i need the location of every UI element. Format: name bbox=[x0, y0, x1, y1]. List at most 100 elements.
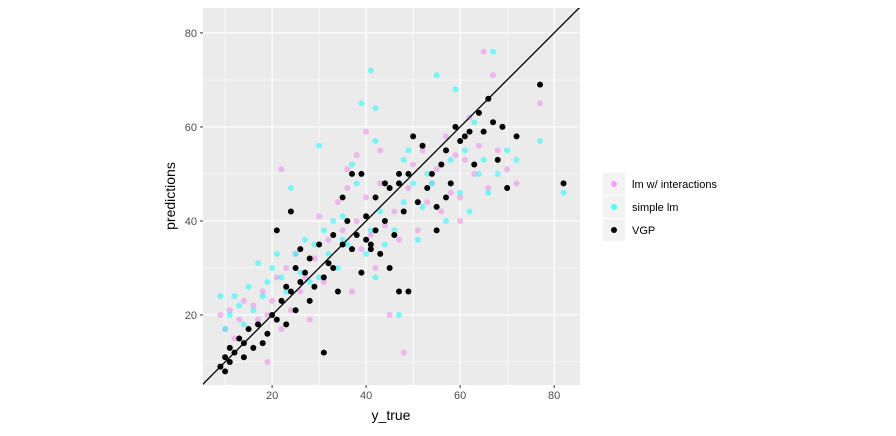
point-vgp bbox=[254, 321, 261, 328]
point-simple-lm bbox=[466, 208, 473, 215]
point-simple-lm bbox=[400, 199, 407, 206]
point-vgp bbox=[494, 156, 501, 163]
point-simple-lm bbox=[320, 227, 327, 234]
point-vgp bbox=[537, 81, 544, 88]
point-vgp bbox=[297, 279, 304, 286]
point-lm-w-interactions bbox=[457, 194, 464, 201]
point-lm-w-interactions bbox=[297, 288, 304, 295]
point-simple-lm bbox=[222, 326, 229, 333]
point-simple-lm bbox=[494, 170, 501, 177]
point-simple-lm bbox=[245, 283, 252, 290]
point-lm-w-interactions bbox=[226, 307, 233, 314]
point-lm-w-interactions bbox=[334, 199, 341, 206]
point-lm-w-interactions bbox=[259, 288, 266, 295]
point-simple-lm bbox=[325, 250, 332, 257]
point-vgp bbox=[226, 358, 233, 365]
point-lm-w-interactions bbox=[349, 288, 356, 295]
point-simple-lm bbox=[461, 147, 468, 154]
point-simple-lm bbox=[344, 241, 351, 248]
point-vgp bbox=[372, 227, 379, 234]
point-lm-w-interactions bbox=[311, 255, 318, 262]
point-vgp bbox=[424, 185, 431, 192]
point-lm-w-interactions bbox=[339, 227, 346, 234]
point-lm-w-interactions bbox=[325, 236, 332, 243]
point-lm-w-interactions bbox=[367, 232, 374, 239]
point-vgp bbox=[330, 232, 337, 239]
point-vgp bbox=[264, 330, 271, 337]
point-simple-lm bbox=[433, 72, 440, 79]
y-tick-label: 20 bbox=[185, 310, 197, 322]
point-vgp bbox=[513, 133, 520, 140]
point-vgp bbox=[400, 208, 407, 215]
point-lm-w-interactions bbox=[471, 170, 478, 177]
point-vgp bbox=[433, 227, 440, 234]
point-simple-lm bbox=[396, 311, 403, 318]
point-lm-w-interactions bbox=[400, 349, 407, 356]
point-lm-w-interactions bbox=[278, 326, 285, 333]
point-simple-lm bbox=[428, 180, 435, 187]
point-vgp bbox=[471, 161, 478, 168]
point-vgp bbox=[381, 180, 388, 187]
point-vgp bbox=[499, 123, 506, 130]
point-simple-lm bbox=[226, 311, 233, 318]
point-simple-lm bbox=[372, 105, 379, 112]
point-simple-lm bbox=[316, 274, 323, 281]
point-vgp bbox=[292, 307, 299, 314]
point-lm-w-interactions bbox=[391, 208, 398, 215]
point-lm-w-interactions bbox=[363, 128, 370, 135]
point-lm-w-interactions bbox=[537, 100, 544, 107]
point-simple-lm bbox=[297, 269, 304, 276]
point-lm-w-interactions bbox=[480, 48, 487, 55]
point-vgp bbox=[367, 241, 374, 248]
point-vgp bbox=[457, 138, 464, 145]
point-lm-w-interactions bbox=[414, 227, 421, 234]
point-simple-lm bbox=[254, 260, 261, 267]
point-vgp bbox=[353, 232, 360, 239]
point-lm-w-interactions bbox=[283, 264, 290, 271]
point-vgp bbox=[325, 260, 332, 267]
point-vgp bbox=[452, 123, 459, 130]
point-vgp bbox=[396, 288, 403, 295]
point-lm-w-interactions bbox=[377, 147, 384, 154]
point-vgp bbox=[461, 133, 468, 140]
point-vgp bbox=[222, 368, 229, 375]
point-vgp bbox=[428, 170, 435, 177]
point-simple-lm bbox=[339, 236, 346, 243]
point-lm-w-interactions bbox=[217, 311, 224, 318]
x-tick-label: 60 bbox=[454, 390, 466, 402]
x-tick-label: 80 bbox=[548, 390, 560, 402]
point-vgp bbox=[259, 340, 266, 347]
point-lm-w-interactions bbox=[344, 185, 351, 192]
point-lm-w-interactions bbox=[231, 335, 238, 342]
point-vgp bbox=[236, 335, 243, 342]
point-lm-w-interactions bbox=[236, 316, 243, 323]
point-lm-w-interactions bbox=[269, 297, 276, 304]
point-simple-lm bbox=[475, 170, 482, 177]
point-simple-lm bbox=[400, 156, 407, 163]
point-vgp bbox=[245, 326, 252, 333]
points-layer bbox=[217, 48, 567, 375]
point-vgp bbox=[273, 227, 280, 234]
point-vgp bbox=[475, 109, 482, 116]
point-lm-w-interactions bbox=[443, 133, 450, 140]
point-vgp bbox=[339, 194, 346, 201]
point-vgp bbox=[381, 217, 388, 224]
point-lm-w-interactions bbox=[405, 185, 412, 192]
point-simple-lm bbox=[367, 227, 374, 234]
point-vgp bbox=[334, 288, 341, 295]
point-vgp bbox=[396, 170, 403, 177]
point-lm-w-interactions bbox=[254, 316, 261, 323]
point-simple-lm bbox=[278, 274, 285, 281]
point-vgp bbox=[358, 170, 365, 177]
legend-label: simple lm bbox=[632, 202, 678, 214]
point-vgp bbox=[410, 133, 417, 140]
point-simple-lm bbox=[419, 203, 426, 210]
point-lm-w-interactions bbox=[316, 213, 323, 220]
point-simple-lm bbox=[424, 170, 431, 177]
point-lm-w-interactions bbox=[490, 72, 497, 79]
point-vgp bbox=[386, 264, 393, 271]
point-simple-lm bbox=[217, 293, 224, 300]
x-tick-label: 20 bbox=[266, 390, 278, 402]
point-vgp bbox=[433, 203, 440, 210]
point-simple-lm bbox=[349, 161, 356, 168]
